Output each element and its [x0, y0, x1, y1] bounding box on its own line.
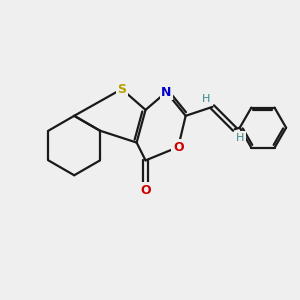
Text: N: N	[161, 85, 172, 98]
Text: H: H	[202, 94, 211, 103]
Text: H: H	[236, 133, 244, 142]
Text: S: S	[117, 82, 126, 96]
Text: O: O	[140, 184, 151, 196]
Text: O: O	[173, 140, 184, 154]
